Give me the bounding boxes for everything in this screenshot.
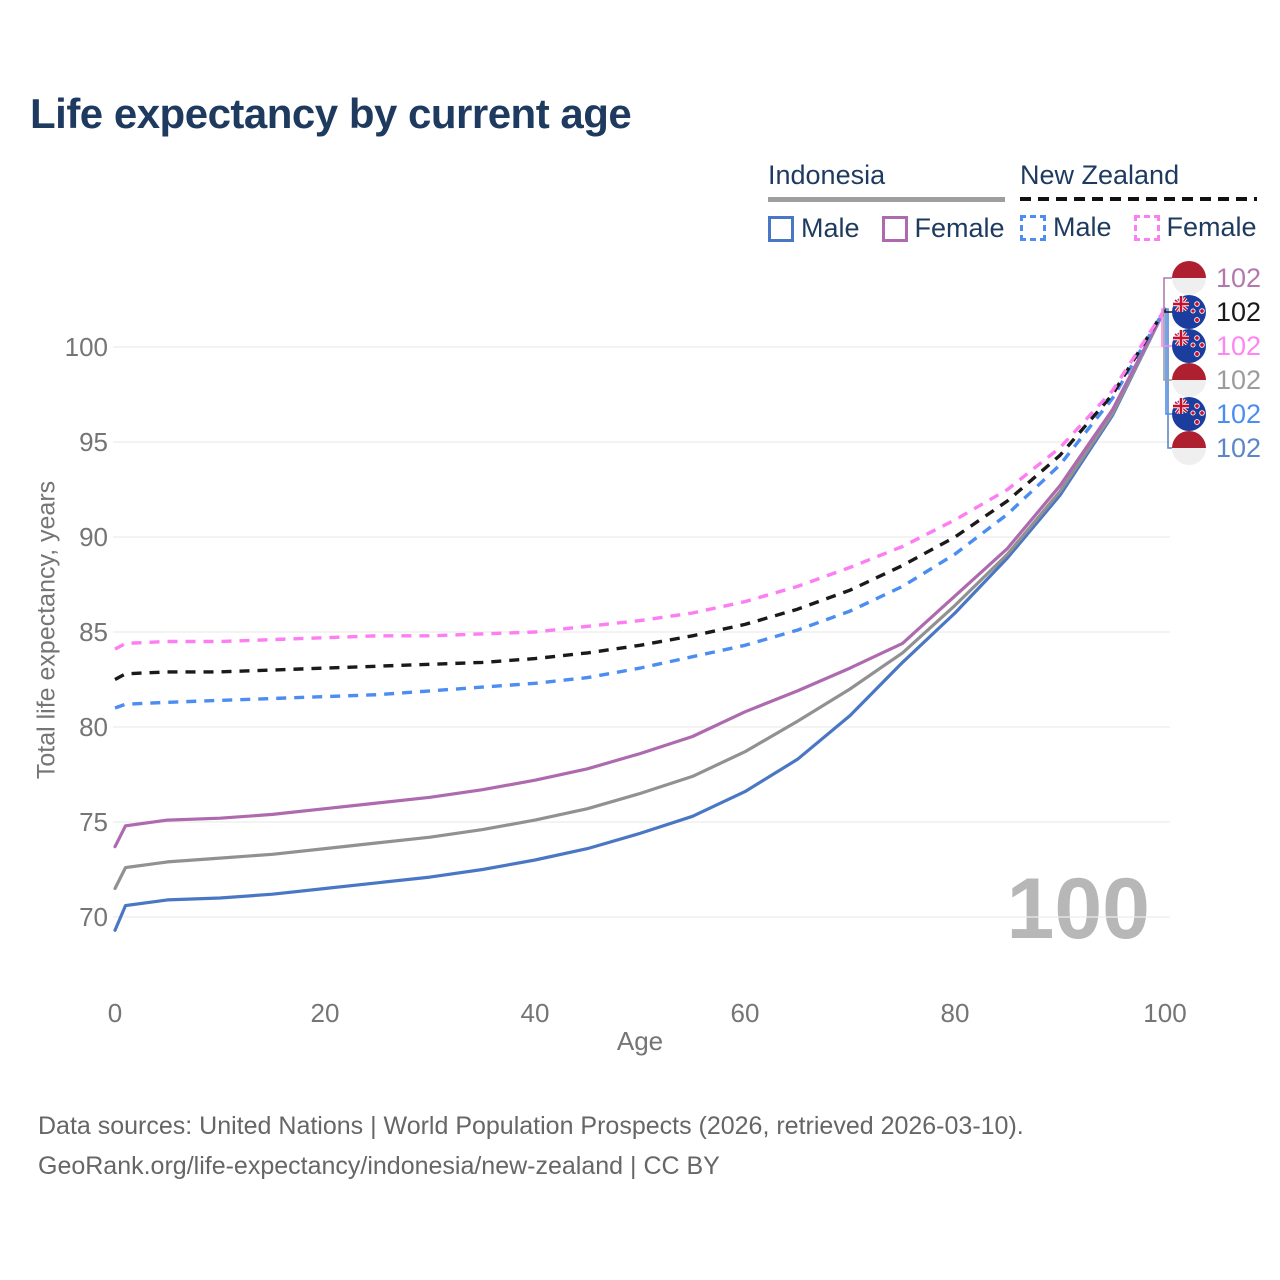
y-tick-label: 75 [79,807,108,837]
new-zealand-female-swatch-icon [1133,214,1160,241]
x-tick-label: 0 [107,998,123,1028]
new-zealand-male-swatch-icon [1020,214,1046,241]
series-line-new-zealand[interactable] [114,308,1167,681]
end-label-indonesia-female[interactable]: 102 [1172,261,1261,295]
new-zealand-flag-icon [1172,329,1206,363]
series-line-indonesia[interactable] [113,307,1167,891]
y-tick-label: 70 [79,902,108,932]
indonesia-male-swatch-icon [768,215,794,242]
end-label-value: 102 [1216,433,1262,463]
leader-line [1164,309,1174,313]
end-label-indonesia[interactable]: 102 [1172,363,1261,397]
y-tick-label: 85 [79,617,108,647]
new-zealand-line-style-sample [1020,197,1257,201]
end-label-value: 102 [1216,297,1262,327]
legend-item-label: Female [914,213,1005,243]
y-tick-label: 100 [64,332,108,362]
page-title: Life expectancy by current age [30,90,632,137]
end-label-value: 102 [1216,365,1262,395]
legend-country-new-zealand[interactable]: New Zealand [1020,160,1180,190]
new-zealand-flag-icon [1172,295,1206,329]
end-label-value: 102 [1216,399,1262,429]
indonesia-flag-icon [1172,261,1206,295]
end-label-new-zealand[interactable]: 102 [1172,295,1261,329]
legend-group-indonesia: Indonesia Male Female [768,160,1005,244]
georank-url-line: GeoRank.org/life-expectancy/indonesia/ne… [38,1152,720,1180]
series-line-new-zealand-male[interactable] [114,308,1167,710]
indonesia-female-swatch-icon [881,215,908,242]
legend-item-new-zealand-female[interactable]: Female [1133,212,1257,243]
indonesia-flag-icon [1172,431,1206,465]
legend-item-new-zealand-male[interactable]: Male [1020,212,1112,243]
current-age-watermark: 100 [1006,861,1151,957]
y-tick-label: 80 [79,712,108,742]
end-label-new-zealand-female[interactable]: 102 [1172,329,1261,363]
indonesia-flag-icon [1172,363,1206,397]
y-tick-label: 95 [79,427,108,457]
series-line-indonesia-female[interactable] [113,307,1167,849]
legend-item-label: Male [801,213,860,243]
x-tick-label: 40 [520,998,550,1028]
x-tick-label: 80 [940,998,970,1028]
y-tick-label: 90 [79,522,108,552]
end-label-indonesia-male[interactable]: 102 [1172,431,1261,465]
legend-country-indonesia[interactable]: Indonesia [768,160,886,190]
legend-item-indonesia-female[interactable]: Female [881,213,1005,244]
end-label-new-zealand-male[interactable]: 102 [1172,397,1261,431]
x-tick-label: 20 [310,998,340,1028]
indonesia-line-style-sample [768,197,1005,202]
legend-group-new-zealand: New Zealand Male Female [1020,160,1257,243]
x-axis-title: Age [616,1026,664,1056]
attribution-footer: Data sources: United Nations | World Pop… [38,1106,1024,1186]
leader-line [1163,277,1174,310]
data-sources-line: Data sources: United Nations | World Pop… [38,1112,1024,1140]
legend-item-label: Female [1166,212,1257,242]
x-tick-label: 100 [1143,998,1187,1028]
new-zealand-flag-icon [1172,397,1206,431]
end-label-value: 102 [1216,331,1262,361]
legend-item-indonesia-male[interactable]: Male [768,213,860,244]
series-line-new-zealand-female[interactable] [114,308,1167,651]
series-line-indonesia-male[interactable] [113,307,1167,932]
end-label-value: 102 [1216,263,1262,293]
x-tick-label: 60 [730,998,760,1028]
legend-item-label: Male [1053,212,1112,242]
